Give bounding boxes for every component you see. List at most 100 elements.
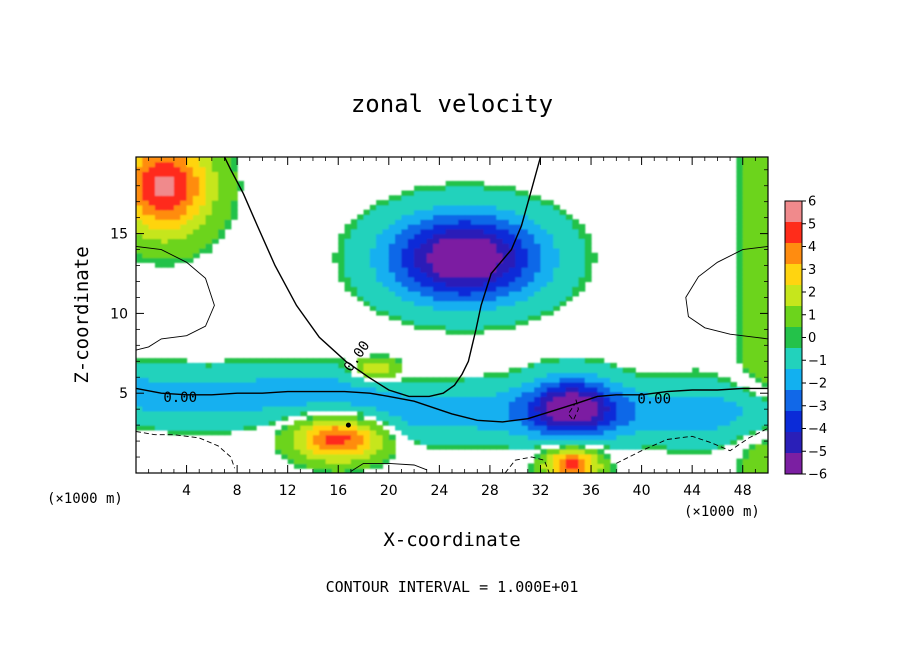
field-cell	[654, 444, 662, 450]
field-cell	[439, 401, 447, 407]
field-cell	[502, 286, 510, 292]
field-cell	[521, 372, 529, 378]
field-cell	[515, 257, 523, 263]
field-cell	[654, 410, 662, 417]
field-cell	[395, 305, 403, 311]
field-cell	[641, 434, 649, 441]
field-cell	[742, 190, 750, 196]
field-cell	[489, 310, 497, 316]
field-cell	[161, 238, 169, 244]
field-cell	[363, 238, 371, 244]
field-cell	[761, 420, 768, 426]
colorbar-swatch	[785, 453, 802, 475]
field-cell	[654, 439, 662, 445]
field-cell	[761, 415, 768, 421]
field-cell	[439, 276, 447, 283]
field-cell	[502, 434, 510, 441]
field-cell	[736, 209, 744, 216]
field-cell	[565, 429, 573, 436]
field-cell	[489, 305, 497, 311]
field-cell	[331, 391, 339, 397]
field-cell	[306, 415, 314, 421]
field-cell	[154, 358, 162, 364]
field-cell	[136, 415, 143, 421]
field-cell	[192, 228, 200, 235]
field-cell	[704, 377, 712, 383]
field-cell	[572, 228, 579, 235]
field-cell	[565, 396, 573, 402]
field-cell	[559, 271, 567, 278]
field-cell	[224, 190, 232, 196]
field-cell	[622, 386, 630, 393]
field-cell	[452, 386, 459, 393]
field-cell	[230, 166, 238, 172]
field-cell	[464, 262, 472, 268]
field-cell	[224, 219, 232, 225]
field-cell	[572, 429, 579, 436]
field-cell	[736, 204, 744, 211]
field-cell	[388, 252, 396, 259]
field-cell	[736, 458, 744, 465]
field-cell	[477, 386, 485, 393]
field-cell	[698, 420, 706, 426]
field-cell	[546, 382, 554, 388]
field-cell	[742, 343, 750, 350]
field-cell	[622, 405, 630, 412]
field-cell	[496, 219, 504, 225]
field-cell	[382, 391, 390, 397]
field-cell	[458, 420, 466, 426]
field-cell	[502, 425, 510, 431]
field-cell	[420, 185, 428, 192]
field-cell	[439, 200, 447, 206]
field-cell	[483, 429, 491, 436]
field-cell	[287, 377, 295, 383]
field-cell	[755, 420, 763, 426]
field-cell	[679, 382, 687, 388]
field-cell	[553, 377, 561, 383]
field-cell	[521, 295, 529, 302]
field-cell	[192, 367, 200, 374]
field-cell	[407, 396, 415, 402]
field-cell	[167, 238, 175, 244]
field-cell	[603, 405, 611, 412]
field-cell	[647, 386, 655, 393]
field-cell	[698, 439, 706, 445]
field-cell	[470, 425, 478, 431]
field-cell	[224, 166, 232, 172]
field-cell	[243, 405, 251, 412]
field-cell	[294, 434, 301, 441]
field-cell	[433, 305, 440, 311]
field-cell	[749, 228, 756, 235]
field-cell	[154, 252, 162, 259]
field-cell	[736, 176, 744, 182]
field-cell	[761, 166, 768, 172]
field-cell	[350, 233, 358, 239]
field-cell	[395, 238, 403, 244]
field-cell	[591, 463, 598, 469]
field-cell	[527, 281, 535, 287]
field-cell	[211, 386, 219, 393]
field-cell	[572, 224, 579, 230]
field-cell	[496, 425, 504, 431]
field-cell	[565, 224, 573, 230]
field-cell	[464, 238, 472, 244]
field-cell	[565, 377, 573, 383]
field-cell	[300, 401, 308, 407]
field-cell	[357, 291, 365, 297]
field-cell	[470, 243, 478, 249]
field-cell	[540, 276, 548, 283]
field-cell	[395, 195, 403, 201]
field-cell	[363, 252, 371, 259]
field-cell	[610, 410, 617, 417]
field-cell	[357, 262, 365, 268]
field-cell	[433, 190, 440, 196]
field-cell	[515, 267, 523, 273]
field-cell	[685, 377, 693, 383]
field-cell	[749, 324, 756, 330]
field-cell	[527, 372, 535, 378]
field-cell	[572, 434, 579, 441]
field-cell	[749, 257, 756, 263]
field-cell	[749, 329, 756, 335]
field-cell	[136, 382, 143, 388]
field-cell	[489, 247, 497, 254]
